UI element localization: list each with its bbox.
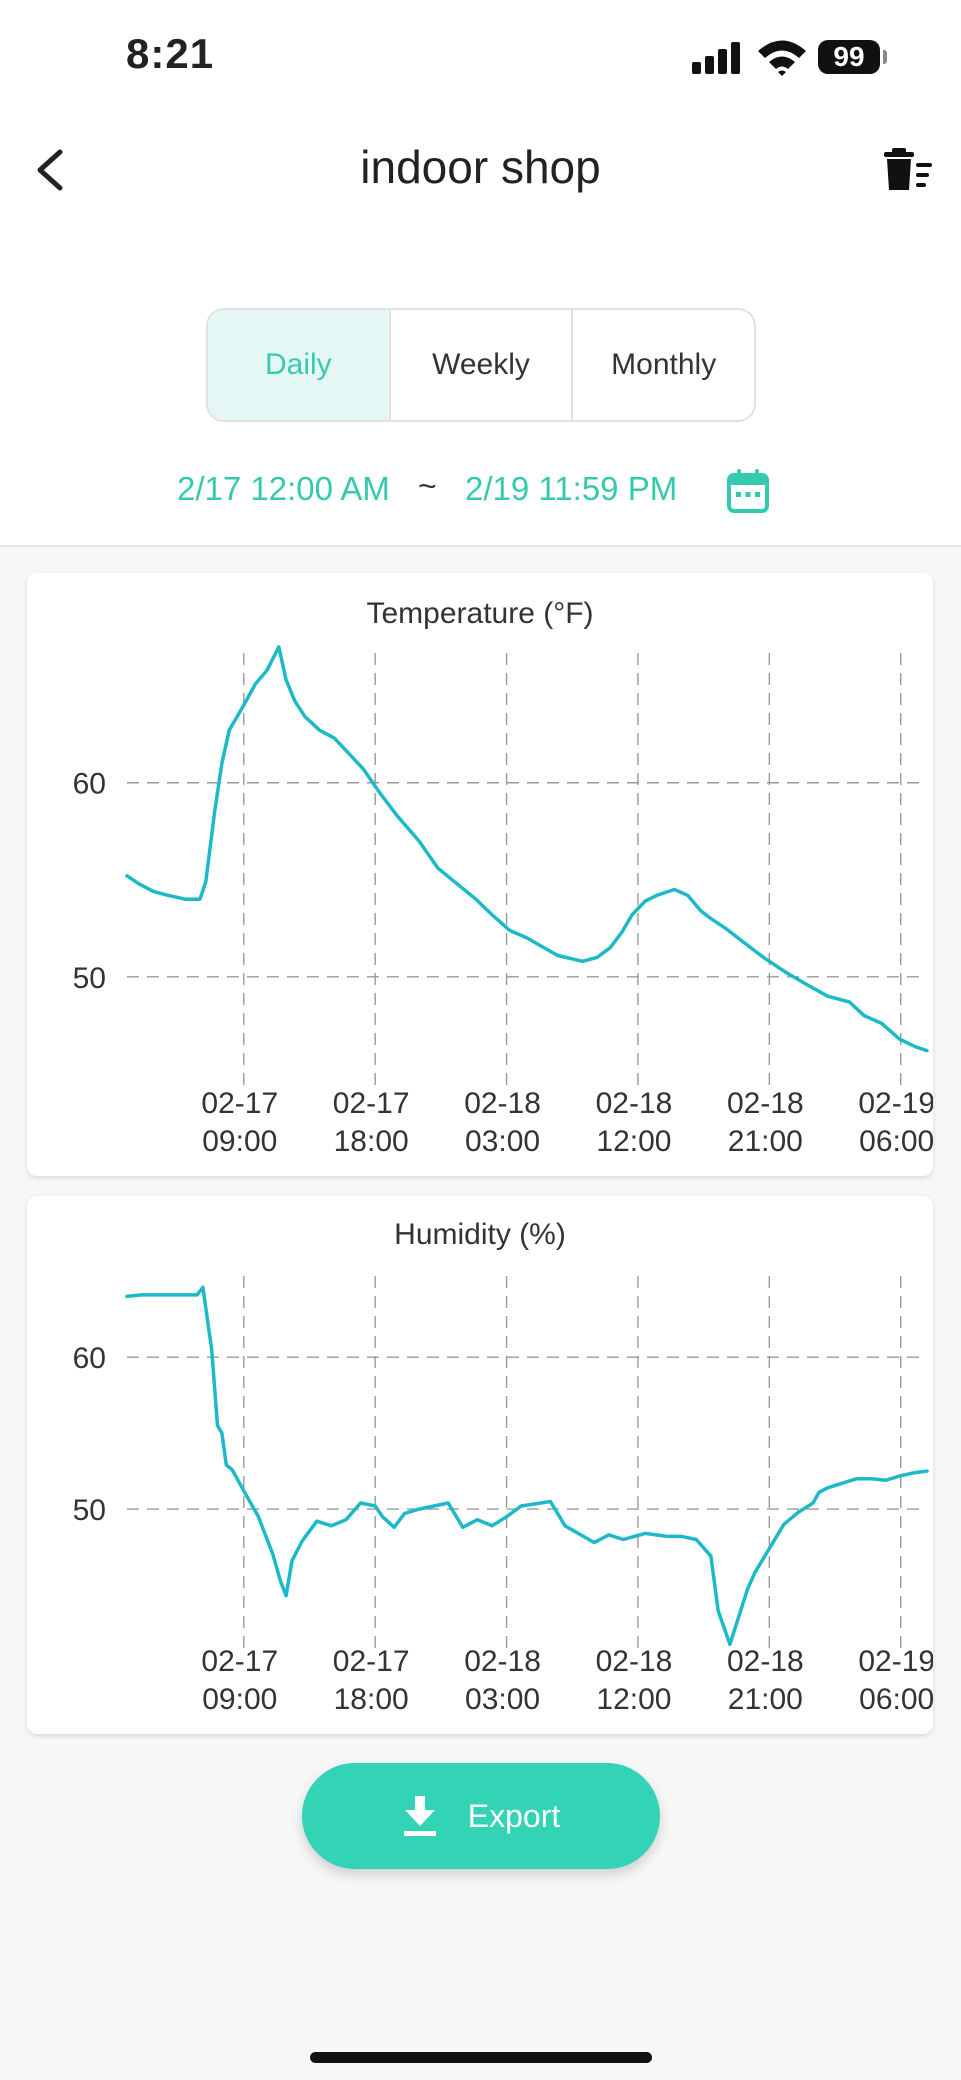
x-tick-date: 02-17 <box>201 1087 278 1120</box>
range-separator: ~ <box>418 468 437 504</box>
range-end[interactable]: 2/19 11:59 PM <box>465 470 678 507</box>
cellular-signal-icon <box>692 42 744 74</box>
x-tick-time: 12:00 <box>596 1683 671 1716</box>
status-time: 8:21 <box>126 30 215 77</box>
humidity-chart: Humidity (%) 50 60 02-17 09:00 02-17 18:00 02-1… <box>73 1218 933 1716</box>
x-tick-time: 06:00 <box>859 1125 933 1158</box>
calendar-icon[interactable] <box>726 468 770 514</box>
y-tick-label: 60 <box>73 768 106 801</box>
x-tick-time: 06:00 <box>859 1683 933 1716</box>
tab-monthly[interactable]: Monthly <box>611 348 717 381</box>
x-tick-date: 02-18 <box>464 1087 541 1120</box>
series-line <box>125 1285 929 1647</box>
x-tick-date: 02-19 <box>858 1087 933 1120</box>
x-tick-date: 02-18 <box>596 1087 673 1120</box>
wifi-icon <box>758 40 806 76</box>
x-tick-date: 02-19 <box>858 1645 933 1678</box>
back-chevron-icon[interactable] <box>28 140 78 200</box>
series-line <box>125 645 929 1053</box>
chart-title: Humidity (%) <box>394 1218 566 1251</box>
x-tick-time: 12:00 <box>596 1125 671 1158</box>
x-tick-date: 02-18 <box>596 1645 673 1678</box>
tab-weekly[interactable]: Weekly <box>391 310 574 420</box>
temperature-chart: Temperature (°F) 50 60 02-17 09:00 02-17 18:00… <box>73 597 933 1158</box>
x-tick-time: 21:00 <box>728 1683 803 1716</box>
x-tick-time: 18:00 <box>334 1683 409 1716</box>
x-tick-time: 21:00 <box>728 1125 803 1158</box>
period-segmented-control: Daily Weekly Monthly <box>206 308 756 422</box>
x-tick-time: 18:00 <box>334 1125 409 1158</box>
x-tick-date: 02-18 <box>727 1645 804 1678</box>
x-tick-date: 02-18 <box>727 1087 804 1120</box>
temperature-chart-card: Temperature (°F) 50 60 02-17 09:00 02-17 18:00… <box>27 573 933 1176</box>
y-tick-label: 50 <box>73 1494 106 1527</box>
download-icon <box>403 1796 436 1836</box>
x-tick-date: 02-17 <box>333 1087 410 1120</box>
battery-icon: 99 <box>818 40 880 74</box>
range-start[interactable]: 2/17 12:00 AM <box>177 470 390 507</box>
y-tick-label: 60 <box>73 1342 106 1375</box>
x-tick-time: 09:00 <box>202 1125 277 1158</box>
delete-records-icon[interactable] <box>882 146 934 192</box>
top-panel <box>0 0 961 547</box>
x-tick-time: 03:00 <box>465 1125 540 1158</box>
export-label: Export <box>467 1797 561 1834</box>
x-tick-date: 02-18 <box>464 1645 541 1678</box>
y-tick-label: 50 <box>73 962 106 995</box>
x-tick-time: 09:00 <box>202 1683 277 1716</box>
page-title: indoor shop <box>360 141 601 193</box>
humidity-chart-card: Humidity (%) 50 60 02-17 09:00 02-17 18:00 02-1… <box>27 1196 933 1734</box>
home-indicator <box>310 2052 652 2063</box>
export-button[interactable]: Export <box>302 1763 660 1869</box>
battery-tip <box>883 50 887 64</box>
x-tick-date: 02-17 <box>333 1645 410 1678</box>
x-tick-time: 03:00 <box>465 1683 540 1716</box>
chart-title: Temperature (°F) <box>366 597 593 630</box>
x-tick-date: 02-17 <box>201 1645 278 1678</box>
tab-daily[interactable]: Daily <box>208 310 391 420</box>
